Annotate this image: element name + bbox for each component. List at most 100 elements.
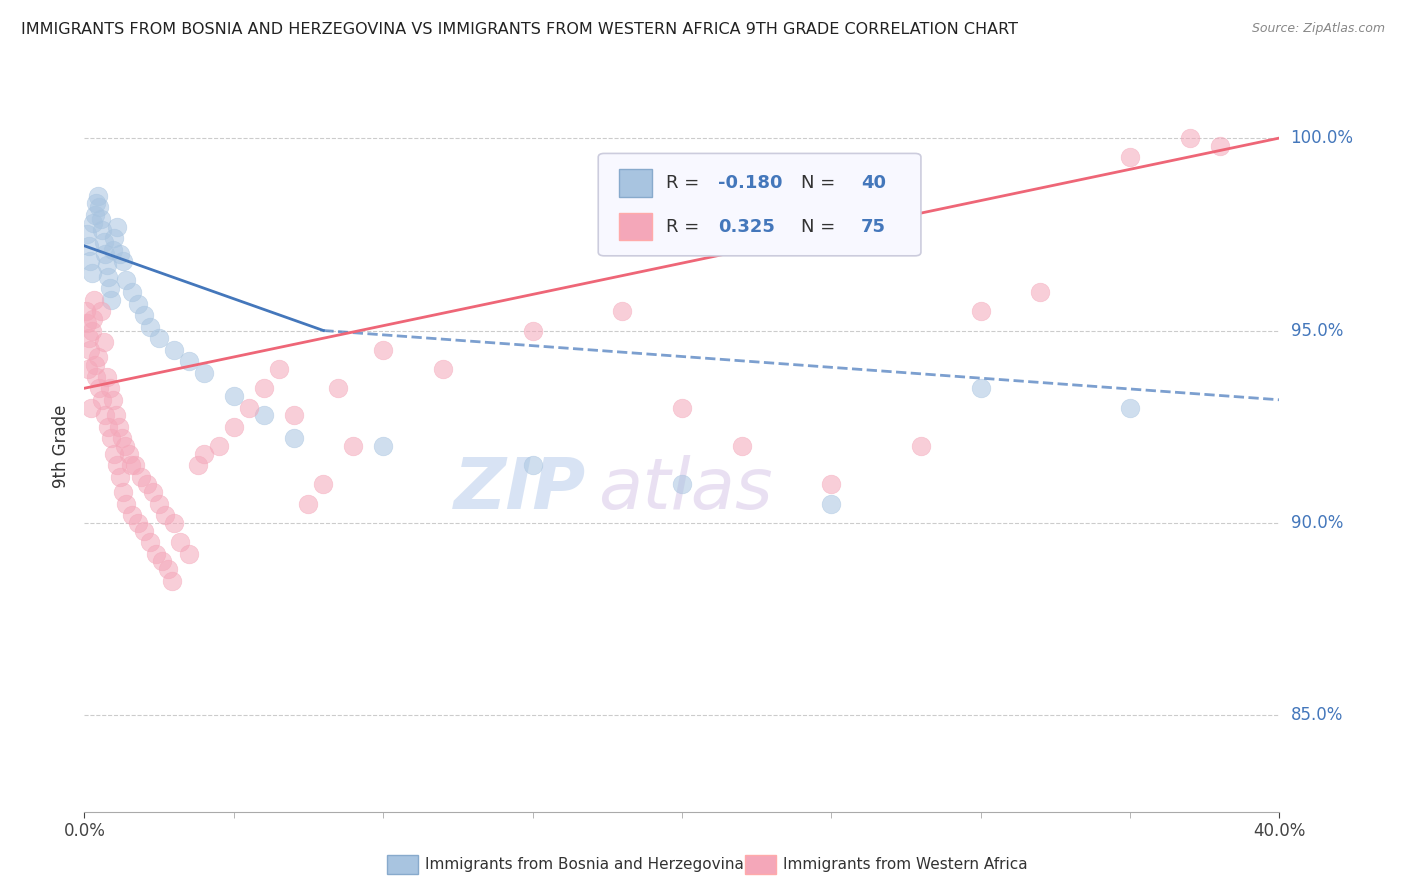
Point xyxy=(132,308,156,322)
Point xyxy=(169,535,191,549)
Text: Immigrants from Bosnia and Herzegovina: Immigrants from Bosnia and Herzegovina xyxy=(425,857,744,871)
Point xyxy=(89,200,111,214)
Point xyxy=(283,408,305,422)
Point xyxy=(253,408,276,422)
Text: 85.0%: 85.0% xyxy=(1291,706,1343,724)
Point xyxy=(1178,131,1201,145)
Text: atlas: atlas xyxy=(599,456,773,524)
Point xyxy=(1119,401,1142,415)
Point xyxy=(222,389,245,403)
Point xyxy=(93,235,115,249)
Point xyxy=(118,447,141,461)
Point xyxy=(97,419,120,434)
Point xyxy=(1119,150,1142,164)
Point xyxy=(82,216,104,230)
Text: -0.180: -0.180 xyxy=(718,174,782,192)
Point xyxy=(910,439,932,453)
Point xyxy=(970,304,993,318)
Point xyxy=(79,254,101,268)
Text: 95.0%: 95.0% xyxy=(1291,321,1343,340)
Point xyxy=(97,269,120,284)
Point xyxy=(75,304,97,318)
Point xyxy=(522,458,544,473)
Point xyxy=(115,273,138,287)
Point xyxy=(104,408,127,422)
Point xyxy=(121,508,143,523)
Point xyxy=(96,369,118,384)
Point xyxy=(153,508,176,523)
Point xyxy=(76,227,98,242)
Text: N =: N = xyxy=(801,174,841,192)
Point xyxy=(82,312,104,326)
Point xyxy=(820,477,842,491)
Point xyxy=(86,196,108,211)
Point xyxy=(328,381,350,395)
Point xyxy=(612,304,634,318)
Point xyxy=(101,392,124,407)
Point xyxy=(187,458,209,473)
Point xyxy=(110,246,132,260)
Point xyxy=(100,293,122,307)
Point xyxy=(98,281,121,295)
Point xyxy=(112,485,135,500)
Point xyxy=(83,293,105,307)
Point xyxy=(105,458,128,473)
Point xyxy=(312,477,335,491)
Text: Source: ZipAtlas.com: Source: ZipAtlas.com xyxy=(1251,22,1385,36)
Text: R =: R = xyxy=(666,174,706,192)
Point xyxy=(177,354,200,368)
Point xyxy=(373,439,395,453)
Text: ZIP: ZIP xyxy=(454,456,586,524)
Point xyxy=(121,285,143,299)
Point xyxy=(150,554,173,568)
Point xyxy=(163,516,186,530)
Point xyxy=(91,223,114,237)
Bar xyxy=(619,169,652,196)
Point xyxy=(162,574,184,588)
Point xyxy=(83,358,105,372)
Point xyxy=(77,362,100,376)
Point xyxy=(87,351,110,365)
Point xyxy=(283,431,305,445)
Point xyxy=(91,392,114,407)
Text: 40: 40 xyxy=(862,174,886,192)
Point xyxy=(115,497,138,511)
Y-axis label: 9th Grade: 9th Grade xyxy=(52,404,70,488)
Point xyxy=(80,266,103,280)
Point xyxy=(90,211,112,226)
Point xyxy=(157,562,180,576)
Point xyxy=(148,331,170,345)
Text: 100.0%: 100.0% xyxy=(1291,129,1354,147)
Point xyxy=(103,447,125,461)
Point xyxy=(94,408,117,422)
Point xyxy=(96,258,118,272)
Point xyxy=(93,334,115,349)
Point xyxy=(107,419,129,434)
Point xyxy=(86,369,108,384)
Point xyxy=(139,319,162,334)
Point xyxy=(98,381,121,395)
Point xyxy=(1209,138,1232,153)
Point xyxy=(731,439,754,453)
Point xyxy=(177,547,200,561)
Point xyxy=(94,246,117,260)
Point xyxy=(139,535,162,549)
Point xyxy=(342,439,364,453)
Point xyxy=(522,324,544,338)
Point xyxy=(432,362,454,376)
Point xyxy=(127,516,149,530)
Point xyxy=(105,219,128,234)
Point xyxy=(83,208,105,222)
Text: N =: N = xyxy=(801,218,841,235)
Point xyxy=(820,497,842,511)
Point xyxy=(297,497,319,511)
Point xyxy=(124,458,146,473)
Point xyxy=(222,419,245,434)
Point xyxy=(77,331,100,345)
Point xyxy=(101,243,124,257)
Text: Immigrants from Western Africa: Immigrants from Western Africa xyxy=(783,857,1028,871)
Point xyxy=(89,381,111,395)
Point xyxy=(120,458,142,473)
Text: 0.325: 0.325 xyxy=(718,218,775,235)
Text: R =: R = xyxy=(666,218,706,235)
